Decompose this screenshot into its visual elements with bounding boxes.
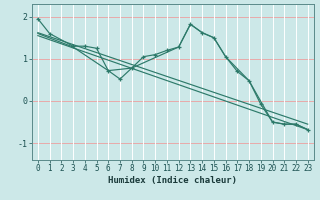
X-axis label: Humidex (Indice chaleur): Humidex (Indice chaleur): [108, 176, 237, 185]
